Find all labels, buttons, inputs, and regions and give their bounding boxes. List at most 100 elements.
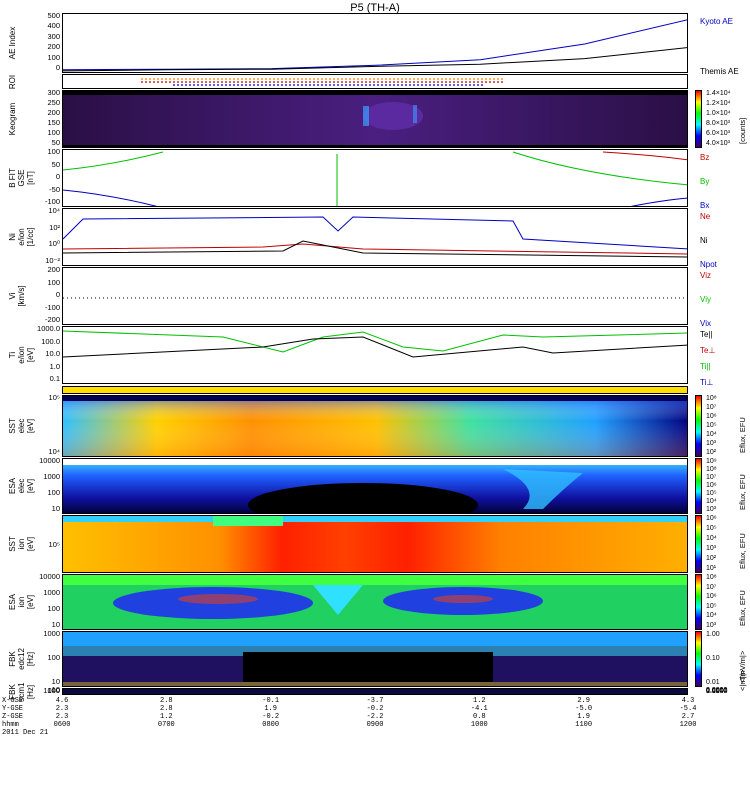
temp-legend-entry: Ti|| xyxy=(700,362,711,371)
ne-line xyxy=(63,243,687,255)
footer-y-label: Y-GSE xyxy=(2,705,24,713)
esa_i-ytick: 10000 xyxy=(39,572,60,581)
keogram-image xyxy=(63,95,687,145)
fbk_e-ytick: 1000 xyxy=(43,629,60,638)
fbk_b-colorbar-label: <|nT|> xyxy=(738,669,747,691)
sst-elec-panel xyxy=(62,395,688,457)
density-legend-entry: Ni xyxy=(700,236,708,245)
velocity-legend-entry: Viy xyxy=(700,295,711,304)
sst_e-colorbar-tick: 10⁴ xyxy=(706,431,717,438)
footer-value: 1.9 xyxy=(264,705,277,713)
esa_i-colorbar-tick: 10⁷ xyxy=(706,583,717,591)
bfield-legend-entry: By xyxy=(700,177,710,186)
sst_i-colorbar-label: Eflux, EFU xyxy=(738,533,747,569)
keogram-colorbar-tick: 4.0×10³ xyxy=(706,140,730,147)
fbk_e-colorbar-tick: 0.01 xyxy=(706,679,720,686)
footer-value: -3.7 xyxy=(366,697,384,705)
footer-value: 2.8 xyxy=(160,697,173,705)
temp-ytick: 1.0 xyxy=(49,361,60,371)
fbk_b-colorbar-tick: 0.0001 xyxy=(706,687,728,694)
fbk_b-colorbar-tick: 0.1000 xyxy=(706,687,728,695)
density-legend-entry: Npot xyxy=(700,260,717,269)
keogram-ytick: 250 xyxy=(47,98,60,107)
keogram-colorbar xyxy=(695,90,702,148)
footer-value: 1000 xyxy=(470,721,488,729)
temp-ytick: 10.0 xyxy=(45,349,60,358)
esa_e-colorbar-tick: 10⁷ xyxy=(706,474,717,481)
bx-line xyxy=(63,189,158,206)
fbk_b-ytick: 100 xyxy=(47,685,60,695)
fbk_b-colorbar-tick: 0.0100 xyxy=(706,687,728,695)
esa_e-ytick: 100 xyxy=(47,488,60,497)
footer-date-label: 2011 Dec 21 xyxy=(2,729,49,737)
footer-value: 0900 xyxy=(366,721,384,729)
fbk-e-panel xyxy=(62,631,688,687)
density-ytick: 10² xyxy=(49,222,60,232)
keogram-ytick: 300 xyxy=(47,88,60,97)
esa_e-ytick: 10 xyxy=(51,504,60,513)
density-plot xyxy=(63,216,687,258)
keogram-ytick: 100 xyxy=(47,128,60,137)
ae-ytick: 500 xyxy=(47,11,60,20)
ae-plot xyxy=(63,19,687,72)
density-ytick: 10⁻² xyxy=(45,256,60,265)
footer-value: 1200 xyxy=(679,721,697,729)
esa_i-ytick: 10 xyxy=(51,620,60,629)
footer-value: 1.2 xyxy=(473,697,486,705)
ae-ytick: 400 xyxy=(47,21,60,31)
ephemeris-footer: X-GSE Y-GSE Z-GSE hhmm 2011 Dec 21 4.6 2.… xyxy=(0,695,750,800)
velocity-panel xyxy=(62,267,688,325)
te-line xyxy=(63,336,687,358)
sst-elec-spectrogram xyxy=(63,396,687,456)
fbk-e-colorbar xyxy=(695,631,702,687)
sst_e-colorbar-tick: 10⁵ xyxy=(706,422,717,429)
velocity-ytick: 100 xyxy=(47,277,60,287)
ae-ytick: 300 xyxy=(47,31,60,41)
footer-value: 2.8 xyxy=(160,705,173,713)
bx-line-2 xyxy=(630,197,687,206)
velocity-ytick: 200 xyxy=(47,265,60,274)
temp-ytick: 0.1 xyxy=(49,374,60,383)
esa_e-colorbar-tick: 10⁶ xyxy=(706,482,717,489)
esa_e-ytick: 1000 xyxy=(43,472,60,481)
footer-value: 1100 xyxy=(575,721,593,729)
ae-ytick: 100 xyxy=(47,52,60,62)
fbk-b-panel xyxy=(62,688,688,695)
footer-value: -2.2 xyxy=(366,713,384,721)
esa-elec-spectrogram xyxy=(63,459,687,513)
footer-value: 1.2 xyxy=(160,713,173,721)
esa_i-colorbar-label: Eflux, EFU xyxy=(738,590,747,626)
roi-plot xyxy=(141,78,503,86)
bfield-ytick: 100 xyxy=(47,147,60,156)
esa-ion-colorbar xyxy=(695,574,702,630)
bfield-ytick: -100 xyxy=(44,197,60,206)
velocity-ytick: -200 xyxy=(44,315,60,324)
by-line-2 xyxy=(512,151,687,186)
esa_i-colorbar-tick: 10⁴ xyxy=(706,612,717,620)
sst_e-ylabel: SST elec [eV] xyxy=(8,418,35,434)
temp-legend-entry: Ti⊥ xyxy=(700,378,714,387)
esa_e-colorbar-tick: 10³ xyxy=(706,506,717,513)
esa_i-colorbar-tick: 10⁶ xyxy=(706,593,717,601)
esa_i-ytick: 1000 xyxy=(43,588,60,597)
footer-value: -5.0 xyxy=(575,705,593,713)
by-line xyxy=(63,151,164,171)
sst_e-ytick: 10⁵ xyxy=(48,393,60,402)
density-ytick: 10⁴ xyxy=(48,206,60,215)
bfield-panel xyxy=(62,149,688,207)
sst_e-colorbar-tick: 10⁶ xyxy=(706,413,717,420)
ti-line xyxy=(63,330,687,353)
fbk_b-ytick: 1000 xyxy=(43,686,60,695)
temp-ytick: 1000.0 xyxy=(37,324,60,333)
sst_i-ytick: 10⁵ xyxy=(48,540,60,549)
ae-ytick: 0 xyxy=(55,63,60,72)
sst_i-colorbar-tick: 10⁴ xyxy=(706,535,717,542)
ae-series-line xyxy=(63,19,687,71)
ae-ytick: 200 xyxy=(47,42,60,52)
sst_i-colorbar-tick: 10⁵ xyxy=(706,525,717,532)
keogram-ytick: 200 xyxy=(47,108,60,117)
temp-plot xyxy=(63,330,687,358)
page-title: P5 (TH-A) xyxy=(350,2,400,14)
sst-ion-panel xyxy=(62,515,688,573)
esa-elec-colorbar xyxy=(695,458,702,514)
